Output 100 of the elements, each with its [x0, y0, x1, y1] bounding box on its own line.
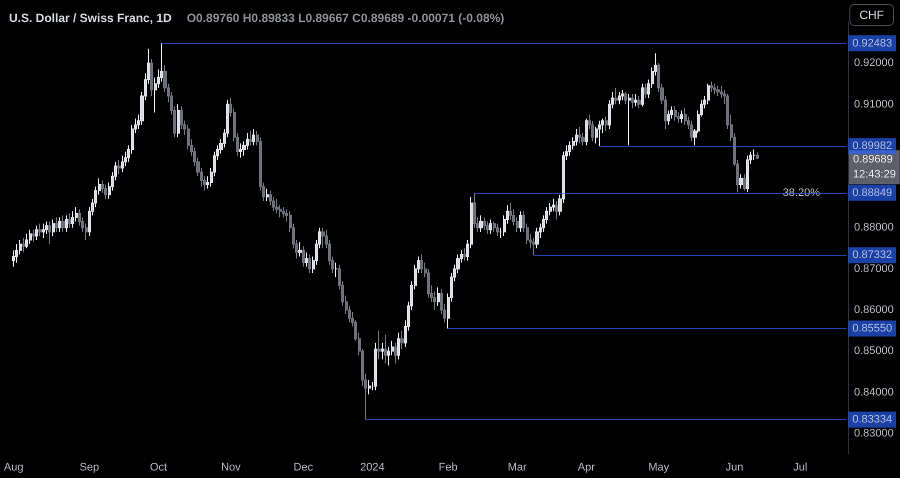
x-tick-label: Oct — [150, 462, 168, 474]
candlestick — [65, 214, 68, 232]
candlestick — [368, 379, 371, 395]
y-tick-label: 0.86000 — [854, 304, 894, 316]
candlestick — [535, 227, 539, 249]
candlestick — [644, 83, 647, 99]
candlestick — [22, 238, 25, 253]
candlestick — [275, 198, 279, 214]
candlestick — [266, 188, 269, 202]
candlestick — [486, 221, 489, 234]
candlestick — [519, 210, 522, 232]
ref-line-label: 0.83334 — [852, 414, 892, 426]
candlestick — [29, 229, 32, 245]
candlestick — [32, 229, 35, 243]
candlestick — [55, 216, 58, 232]
chart-title: U.S. Dollar / Swiss Franc, 1D — [9, 11, 172, 25]
candlestick — [746, 155, 749, 192]
candlestick — [68, 212, 71, 228]
candlestick — [61, 214, 65, 232]
candlestick — [674, 106, 677, 122]
candlestick — [493, 221, 496, 232]
y-tick-label: 0.87000 — [854, 262, 894, 275]
x-tick-label: 2024 — [360, 462, 385, 474]
candlestick — [667, 110, 670, 126]
candlestick — [483, 216, 486, 230]
candlestick — [618, 91, 621, 105]
candlestick — [575, 128, 578, 146]
y-tick-label: 0.88000 — [854, 222, 894, 234]
candlestick — [374, 342, 377, 391]
candlestick — [150, 58, 153, 97]
candlestick — [38, 223, 42, 236]
candlestick — [743, 174, 746, 192]
candlestick — [628, 94, 631, 146]
candlestick — [614, 87, 618, 105]
candlestick — [598, 120, 601, 147]
candlestick — [117, 159, 121, 175]
candlestick — [308, 254, 311, 274]
candlestick — [713, 83, 716, 94]
candlestick — [680, 110, 683, 124]
candlestick — [710, 81, 713, 92]
text: 0.89689 12:43:29 — [853, 154, 896, 181]
candlestick — [489, 218, 492, 234]
candlestick — [239, 142, 242, 158]
candlestick — [739, 174, 743, 190]
chart-subtitle: O0.89760 H0.89833 L0.89667 C0.89689 -0.00071 (-0.08%) — [186, 11, 504, 25]
candlestick — [690, 120, 693, 142]
y-tick-label: 0.84000 — [854, 386, 894, 398]
candlestick — [585, 118, 588, 146]
candlestick — [463, 248, 466, 262]
x-tick-label: Jun — [726, 462, 744, 474]
candlestick — [305, 252, 308, 268]
candlestick — [15, 244, 18, 264]
candlestick — [621, 89, 624, 101]
x-tick-label: Aug — [4, 462, 24, 474]
candlestick — [397, 332, 400, 360]
ref-line-label: 0.85550 — [852, 322, 892, 335]
candlestick — [707, 83, 710, 105]
candlestick — [473, 192, 476, 228]
candlestick — [335, 262, 338, 278]
candlestick — [637, 96, 641, 109]
y-tick-label: 0.83000 — [854, 427, 894, 440]
x-tick-label: Mar — [508, 462, 528, 474]
candlestick — [684, 108, 687, 126]
candlestick — [716, 85, 720, 97]
candlestick — [496, 223, 499, 236]
candlestick — [177, 104, 180, 138]
x-tick-label: Dec — [294, 462, 314, 474]
candlestick — [552, 198, 555, 212]
ref-line-label: 0.87332 — [852, 249, 892, 262]
candlestick — [252, 128, 255, 146]
candlestick — [568, 140, 571, 156]
candlestick — [302, 246, 305, 268]
x-tick-label: Apr — [578, 462, 596, 474]
candlestick — [321, 227, 325, 249]
candlestick — [634, 94, 637, 107]
y-tick-label: 0.91000 — [854, 98, 894, 110]
ref-line-label: 0.92483 — [852, 37, 892, 50]
candlestick — [479, 214, 483, 232]
candlestick — [377, 330, 381, 360]
candlestick — [381, 342, 384, 360]
candlestick — [756, 152, 759, 160]
candlestick — [249, 130, 252, 146]
x-tick-label: Nov — [221, 462, 242, 474]
candlestick — [437, 286, 440, 306]
ref-line-label: 0.88849 — [852, 186, 892, 199]
candlestick — [555, 200, 558, 220]
candlestick — [25, 233, 28, 249]
candlestick — [104, 184, 107, 200]
candlestick — [298, 242, 302, 258]
candlestick — [631, 94, 634, 109]
candlestick — [35, 225, 38, 241]
x-tick-label: Jul — [793, 462, 808, 474]
candlestick — [624, 91, 627, 105]
candlestick — [48, 221, 51, 245]
candlestick — [420, 254, 423, 274]
y-tick-label: 0.85000 — [854, 345, 894, 358]
ref-line-label: 0.89982 — [852, 140, 892, 152]
candlestick — [282, 206, 285, 218]
candlestick — [753, 149, 756, 160]
x-tick-label: May — [648, 462, 670, 474]
